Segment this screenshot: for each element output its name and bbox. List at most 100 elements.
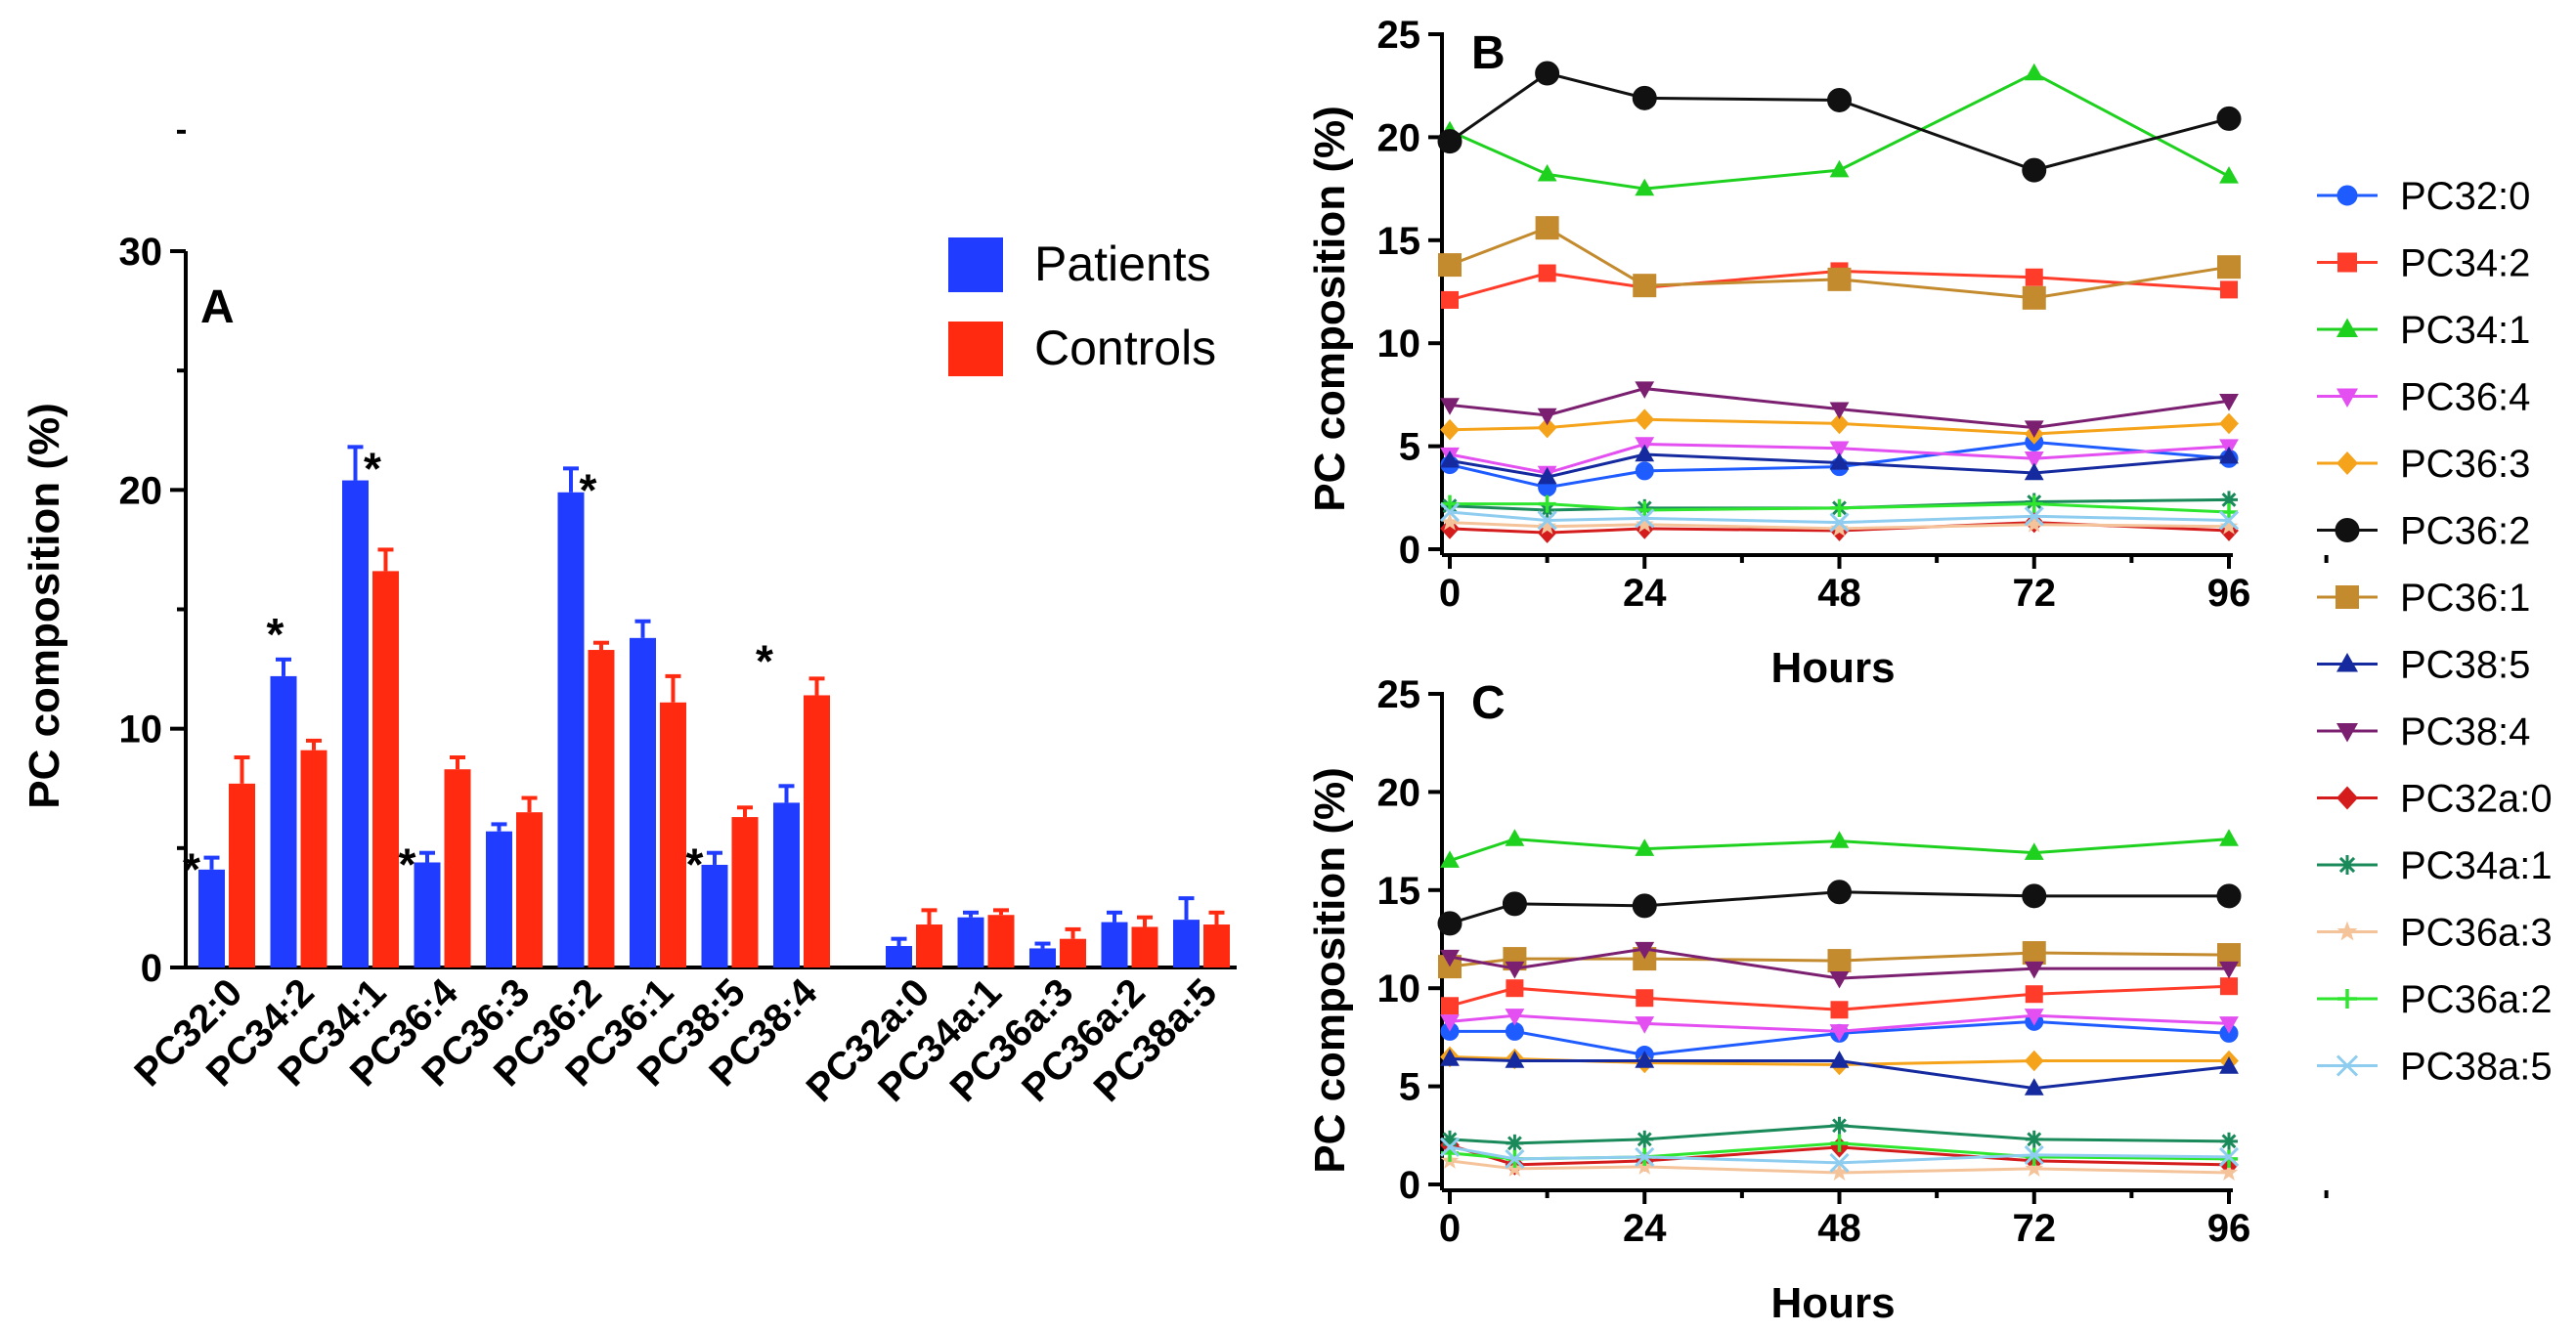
panel-b-x-tick-label: 48	[1817, 572, 1861, 615]
bar-patients-pc36-3	[486, 831, 512, 967]
panel-b-point-pc36a-2	[1830, 498, 1849, 517]
panel-b-line-pc38a-5	[1449, 510, 2230, 525]
panel-b-point-pc38-5	[1440, 451, 1460, 468]
panel-b-x-axis-title: Hours	[1770, 644, 1895, 692]
panel-c-point-pc34-2	[1636, 989, 1654, 1008]
panel-c-point-pc36-4	[1440, 1014, 1460, 1032]
panel-c-point-pc36a-3	[1506, 1159, 1524, 1177]
panel-b-y-tick-label: 5	[1399, 426, 1420, 469]
legend-marker-pc36-2	[2335, 518, 2360, 542]
legend-label: PC34:2	[2400, 242, 2530, 285]
legend-marker-pc36-1	[2336, 585, 2359, 609]
legend-item-pc38-4: PC38:4	[2317, 710, 2530, 753]
panel-b-line-pc34-1	[1449, 71, 2230, 191]
panel-c-point-pc36-4	[1635, 1016, 1655, 1034]
panel-c-point-pc38-5	[2219, 1056, 2239, 1074]
legend-swatch-controls	[948, 322, 1003, 376]
panel-b-point-pc36-3	[2219, 412, 2239, 435]
panel-c-line-pc34-1	[1449, 838, 2230, 863]
panel-c-point-pc34-2	[1506, 979, 1524, 998]
legend-label: PC36:3	[2400, 443, 2530, 486]
panel-c-y-tick-label: 10	[1377, 967, 1421, 1010]
legend-label: PC36:2	[2400, 510, 2530, 553]
panel-b-point-pc34-2	[1441, 290, 1459, 309]
panel-b-x-tick-label: 96	[2207, 572, 2251, 615]
legend-label: PC36a:3	[2400, 912, 2553, 955]
panel-b-point-pc34-2	[1538, 264, 1556, 282]
legend-marker-pc34-1	[2336, 318, 2358, 337]
legend-swatch-patients	[948, 237, 1003, 292]
legend-label: PC36:1	[2400, 577, 2530, 620]
panel-b-y-tick-label: 20	[1377, 116, 1421, 159]
panel-c-y-tick-label: 25	[1377, 673, 1421, 716]
bar-controls-pc38a-5	[1203, 924, 1230, 967]
series-legend: PC32:0 PC34:2 PC34:1 PC36:4 PC36:3 PC36:2 PC36…	[2317, 175, 2553, 1089]
panel-b-point-pc34-1	[1635, 178, 1655, 196]
panel-b-point-pc38-5	[1537, 466, 1557, 485]
legend-item-pc36-1: PC36:1	[2317, 577, 2530, 620]
bar-controls-pc34a-1	[987, 915, 1015, 967]
panel-c-x-tick-label: 72	[2013, 1207, 2057, 1250]
panel-c-point-pc36-2	[1827, 880, 1852, 905]
significance-marker: *	[183, 844, 200, 895]
legend-marker-pc36a-2	[2337, 989, 2357, 1009]
legend-marker-pc36-3	[2336, 451, 2358, 475]
panel-b-point-pc38-5	[1635, 444, 1655, 462]
bar-patients-pc38-5	[701, 864, 728, 967]
panel-b-point-pc36a-2	[2220, 503, 2238, 522]
panel-b-point-pc36a-3	[1830, 519, 1849, 537]
panel-b-point-pc36a-2	[1636, 500, 1654, 519]
panel-b-line-pc36a-3	[1449, 521, 2230, 531]
bar-patients-pc38-4	[773, 802, 800, 967]
panel-b-point-pc38-4	[2024, 420, 2044, 438]
panel-b-point-pc36-2	[2216, 106, 2242, 131]
panel-c-line-pc34-2	[1449, 984, 2230, 1011]
legend-marker-pc38a-5	[2336, 1054, 2359, 1077]
panel-c-line-pc38-4	[1449, 947, 2229, 980]
panel-b-line-chart: B PC composition (%) Hours 0 5 10 15 20 25 0 24…	[1306, 14, 2329, 692]
bar-controls-pc34-1	[372, 571, 399, 967]
panel-c-point-pc34a-1	[1506, 1134, 1524, 1152]
panel-a-y-tick-label: 0	[141, 947, 162, 990]
legend-label-patients: Patients	[1034, 236, 1211, 291]
panel-c-line-pc38-5	[1449, 1056, 2230, 1091]
bar-controls-pc36-1	[660, 702, 686, 967]
panel-c-point-pc36a-2	[1830, 1134, 1849, 1152]
panel-b-point-pc36-2	[2022, 157, 2047, 183]
panel-c-x-tick-label: 24	[1623, 1207, 1667, 1250]
legend-marker-pc38-5	[2336, 653, 2358, 672]
panel-b-point-pc36a-3	[2025, 514, 2044, 533]
panel-c-line-pc32-0	[1450, 1019, 2230, 1056]
bar-patients-pc36-2	[557, 492, 585, 967]
panel-b-x-tick-label: 72	[2013, 572, 2057, 615]
panel-c-point-pc38-4	[2024, 961, 2044, 979]
significance-marker: *	[756, 635, 773, 686]
panel-c-point-pc38a-5	[1829, 1152, 1850, 1173]
panel-c-point-pc38-5	[1635, 1051, 1655, 1068]
legend-marker-pc36-4	[2336, 388, 2358, 408]
legend-item-pc34-1: PC34:1	[2317, 309, 2530, 352]
panel-c-point-pc36-4	[1505, 1009, 1525, 1026]
panel-c-point-pc38a-5	[2024, 1144, 2044, 1165]
legend-item-pc36a-2: PC36a:2	[2317, 978, 2553, 1021]
panel-b-y-tick-label: 15	[1377, 220, 1421, 263]
panel-c-y-tick-label: 0	[1399, 1164, 1420, 1207]
legend-label: PC32a:0	[2400, 778, 2553, 821]
panel-c-y-tick-label: 20	[1377, 771, 1421, 814]
legend-item-pc36a-3: PC36a:3	[2317, 912, 2553, 955]
panel-c-letter: C	[1471, 677, 1506, 729]
panel-b-y-axis-title: PC composition (%)	[1306, 106, 1354, 512]
panel-c-point-pc34-2	[2220, 977, 2238, 996]
significance-marker: *	[364, 443, 381, 494]
panel-c-point-pc34a-1	[1830, 1116, 1849, 1135]
panel-b-point-pc34-1	[2219, 166, 2239, 184]
panel-b-line-pc36-4	[1449, 442, 2230, 475]
legend-item-pc36-3: PC36:3	[2317, 443, 2530, 486]
panel-b-point-pc36a-3	[1635, 514, 1654, 533]
legend-label: PC38:4	[2400, 710, 2530, 753]
panel-b-point-pc38-4	[2219, 394, 2239, 411]
panel-c-point-pc36-4	[2024, 1009, 2044, 1026]
panel-b-point-pc34-1	[1829, 159, 1850, 178]
panel-c-line-pc36-4	[1449, 1013, 2230, 1033]
